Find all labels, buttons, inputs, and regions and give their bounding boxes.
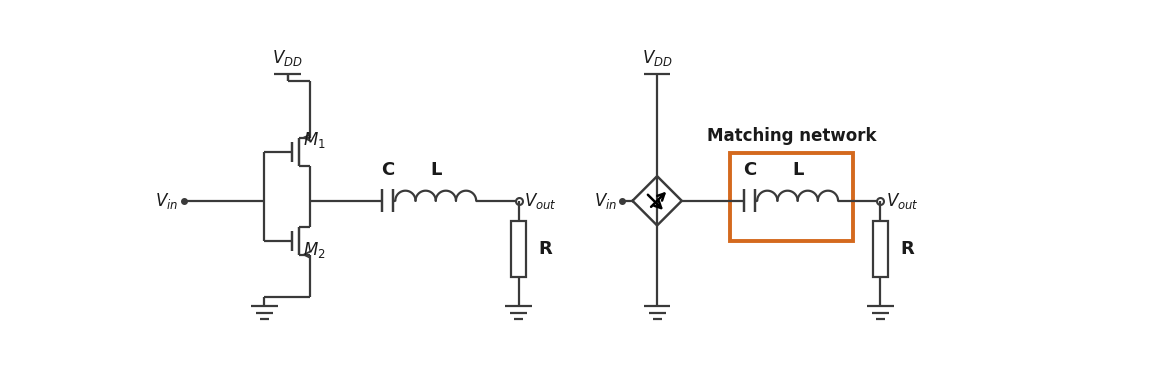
Text: C: C	[743, 161, 756, 179]
Text: $M_1$: $M_1$	[303, 130, 326, 151]
Text: L: L	[792, 161, 804, 179]
Text: $V_{DD}$: $V_{DD}$	[272, 48, 303, 67]
Bar	[730, 153, 854, 241]
Text: $V_{out}$: $V_{out}$	[885, 191, 918, 211]
Text: R: R	[901, 240, 915, 258]
Text: $V_{out}$: $V_{out}$	[524, 191, 557, 211]
Text: $M_2$: $M_2$	[303, 240, 326, 260]
Bar	[510, 221, 527, 277]
Text: $V_{DD}$: $V_{DD}$	[641, 48, 673, 67]
Text: C: C	[381, 161, 395, 179]
Text: Matching network: Matching network	[707, 128, 877, 145]
Text: $V_{in}$: $V_{in}$	[155, 191, 179, 211]
Text: L: L	[430, 161, 442, 179]
Text: $V_{in}$: $V_{in}$	[593, 191, 617, 211]
Bar	[872, 221, 888, 277]
Text: R: R	[538, 240, 552, 258]
